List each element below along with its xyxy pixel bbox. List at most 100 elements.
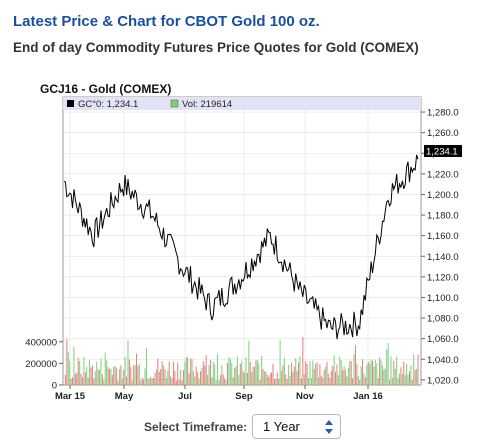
volume-bar (182, 370, 184, 385)
volume-bar (205, 355, 207, 385)
volume-bar (151, 377, 153, 385)
volume-bar (164, 369, 166, 385)
volume-bar (232, 377, 234, 385)
y-tick-label: 1,280.0 (427, 108, 459, 119)
volume-bar (104, 352, 106, 385)
volume-bar (269, 373, 271, 385)
volume-bar (242, 371, 244, 385)
volume-bar (319, 364, 321, 385)
volume-bar (228, 357, 230, 385)
volume-bar (245, 357, 247, 385)
volume-bar (185, 356, 187, 385)
volume-bar (285, 374, 287, 385)
volume-bar (379, 357, 381, 385)
volume-bar (406, 363, 408, 385)
volume-bar (342, 370, 344, 385)
volume-bar (116, 368, 118, 385)
volume-bar (234, 368, 236, 385)
volume-bar (123, 369, 125, 385)
volume-legend-label: Vol: 219614 (182, 99, 232, 110)
price-line (63, 154, 419, 340)
volume-bar (195, 366, 197, 385)
volume-bar (367, 361, 369, 385)
volume-bar (190, 358, 192, 385)
volume-bar (272, 363, 274, 385)
x-tick-label: Nov (296, 391, 315, 402)
volume-bar (221, 365, 223, 385)
volume-bar (306, 364, 308, 385)
volume-bar (362, 359, 364, 385)
volume-bar (175, 380, 177, 385)
volume-bar (212, 362, 214, 385)
volume-bar (363, 373, 365, 385)
timeframe-select[interactable]: 1 Year (252, 414, 341, 439)
volume-bar (275, 378, 277, 385)
volume-bar (167, 370, 169, 385)
volume-bar (84, 372, 86, 385)
volume-bar (360, 366, 362, 385)
price-series (63, 154, 419, 340)
y-tick-label: 1,120.0 (427, 272, 459, 283)
volume-bar (380, 360, 382, 385)
volume-bar (266, 374, 268, 385)
volume-bar (72, 377, 74, 385)
volume-bar (207, 374, 209, 385)
volume-bar (357, 376, 359, 385)
volume-bar (289, 375, 291, 385)
volume-bar (184, 361, 186, 385)
price-chart: GC°0: 1,234.1 Vol: 219614 1,020.0 1,040.0… (25, 96, 462, 402)
volume-bar (339, 356, 341, 385)
volume-bar (101, 374, 103, 385)
volume-bar (133, 365, 135, 385)
volume-bar (148, 378, 150, 385)
volume-bar (229, 358, 231, 385)
volume-bar (343, 366, 345, 385)
x-tick-label: May (115, 391, 134, 402)
volume-bar (261, 356, 263, 385)
volume-bar (313, 368, 315, 385)
volume-bar (114, 366, 116, 385)
volume-bar (171, 378, 173, 385)
volume-tick-label: 400000 (25, 337, 57, 348)
volume-bar (96, 361, 98, 385)
volume-bar (165, 378, 167, 385)
volume-bar (217, 353, 219, 385)
volume-bar (76, 372, 78, 385)
y-tick-label: 1,220.0 (427, 169, 459, 180)
volume-bar (174, 370, 176, 385)
volume-bar (252, 366, 254, 385)
volume-bar (103, 379, 105, 385)
volume-bar (77, 357, 79, 385)
volume-bar (327, 373, 329, 385)
volume-bar (337, 375, 339, 385)
volume-bar (163, 365, 165, 385)
volume-bar (308, 378, 310, 385)
volume-bar (265, 371, 267, 385)
volume-bar (411, 380, 413, 385)
volume-bar (400, 367, 402, 385)
y-tick-label: 1,020.0 (427, 375, 459, 386)
volume-bar (172, 361, 174, 385)
volume-bar (330, 370, 332, 385)
volume-bar (121, 378, 123, 385)
volume-bar (326, 361, 328, 385)
volume-bar (117, 380, 119, 385)
volume-bar (293, 366, 295, 385)
volume-bar (394, 368, 396, 385)
volume-bar (281, 370, 283, 385)
volume-bar (396, 357, 398, 385)
volume-bar (390, 356, 392, 385)
volume-bar (157, 358, 159, 385)
volume-bar (192, 371, 194, 385)
volume-bar (154, 372, 156, 385)
volume-bar (64, 374, 66, 385)
volume-bar (393, 361, 395, 385)
volume-bar (158, 371, 160, 385)
volume-bar (315, 363, 317, 385)
volume-bar (239, 363, 241, 385)
volume-bar (283, 358, 285, 385)
volume-bar (372, 360, 374, 385)
volume-bar (353, 354, 355, 385)
volume-bar (258, 363, 260, 385)
volume-bar (349, 360, 351, 385)
